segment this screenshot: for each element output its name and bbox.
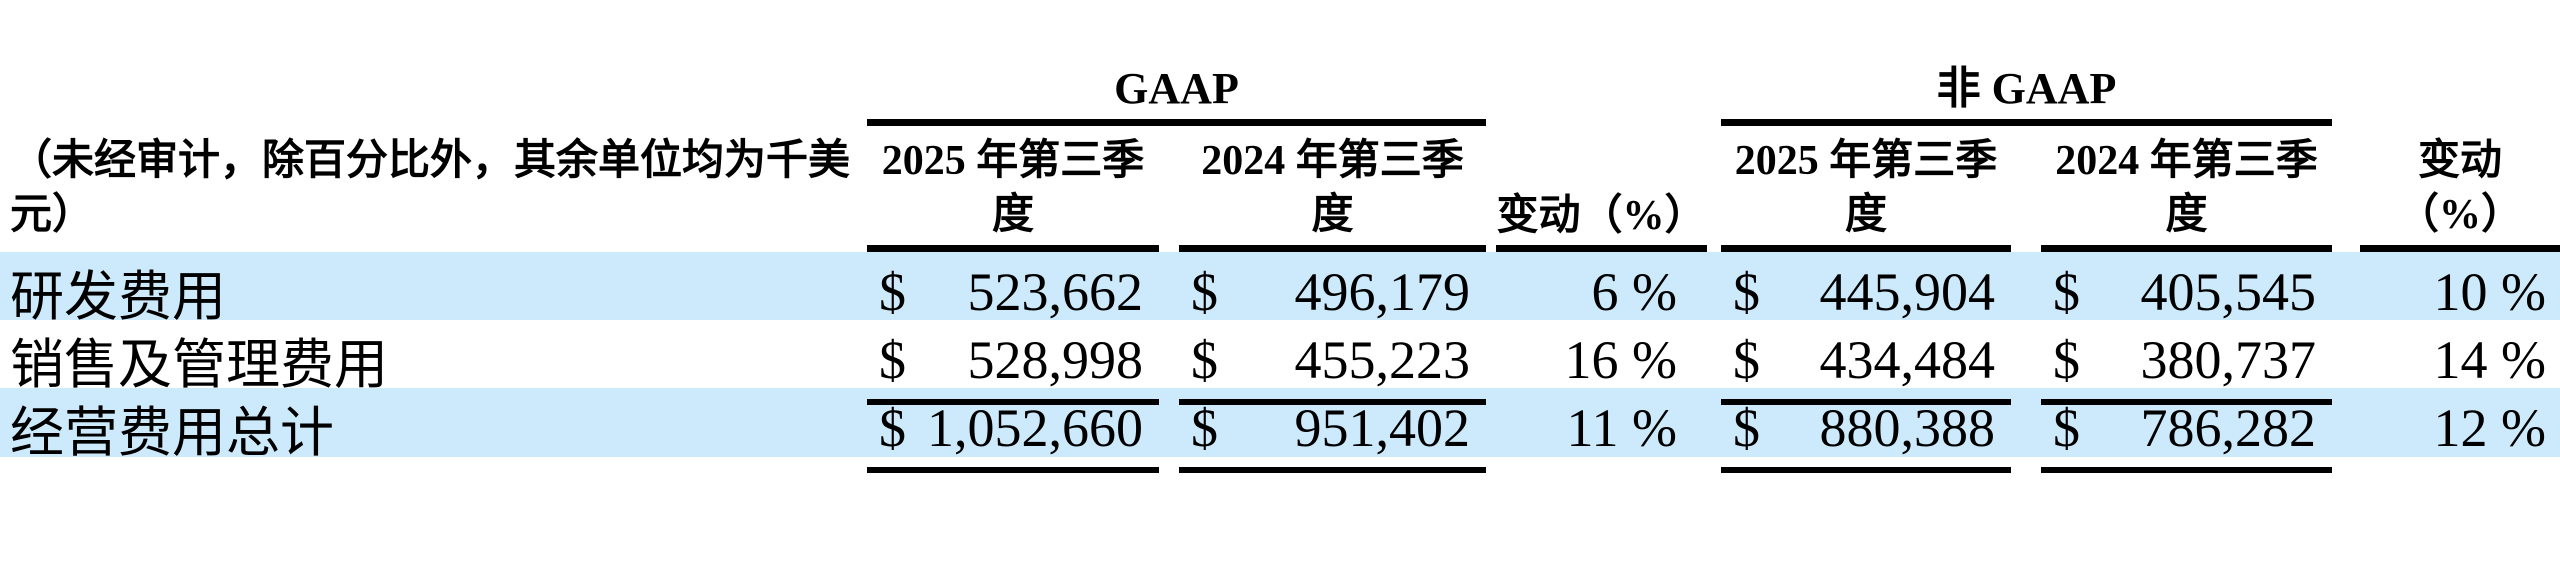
cell-nongaap-2024q3: $ 380,737	[2041, 320, 2332, 405]
cell-nongaap-change: 14 %	[2360, 320, 2560, 405]
unaudited-unit-note: （未经审计，除百分比外，其余单位均为千美 元）	[0, 126, 867, 252]
percent-value: 11 %	[1566, 397, 1677, 458]
percent-value: 12 %	[2433, 397, 2546, 458]
amount-value: 434,484	[1819, 329, 1996, 390]
dollar-sign: $	[2053, 329, 2080, 390]
amount-value: 455,223	[1294, 329, 1471, 390]
cell-gaap-2025q3: $ 528,998	[867, 320, 1159, 405]
cell-gaap-2024q3: $ 951,402	[1179, 388, 1486, 473]
unaudited-unit-note-line2: 元）	[10, 192, 95, 238]
dollar-sign: $	[1191, 261, 1218, 322]
cell-nongaap-2024q3: $ 405,545	[2041, 252, 2332, 337]
percent-value: 16 %	[1564, 329, 1677, 390]
cell-gaap-change: 11 %	[1496, 388, 1707, 473]
dollar-sign: $	[1191, 329, 1218, 390]
amount-value: 405,545	[2140, 261, 2317, 322]
amount-value: 523,662	[967, 261, 1144, 322]
amount-value: 445,904	[1819, 261, 1996, 322]
amount-value: 380,737	[2140, 329, 2317, 390]
cell-gaap-2024q3: $ 455,223	[1179, 320, 1486, 405]
col-header-nongaap-2024q3: 2024 年第三季 度	[2041, 126, 2332, 252]
dollar-sign: $	[2053, 261, 2080, 322]
bottom-whitespace	[0, 457, 2560, 575]
percent-value: 6 %	[1591, 261, 1677, 322]
dollar-sign: $	[1733, 329, 1760, 390]
amount-value: 528,998	[967, 329, 1144, 390]
col-header-gaap-change: 变动（%）	[1496, 126, 1707, 252]
column-header-row: （未经审计，除百分比外，其余单位均为千美 元） 2025 年第三季 度 2024…	[0, 126, 2560, 252]
cell-gaap-2024q3: $ 496,179	[1179, 252, 1486, 337]
percent-value: 14 %	[2433, 329, 2546, 390]
dollar-sign: $	[1733, 261, 1760, 322]
cell-nongaap-2025q3: $ 434,484	[1721, 320, 2011, 405]
group-header-row: GAAP 非 GAAP	[0, 0, 2560, 126]
gaap-group-label: GAAP	[1114, 64, 1239, 113]
amount-value: 786,282	[2140, 397, 2317, 458]
cell-nongaap-change: 10 %	[2360, 252, 2560, 337]
col-header-gaap-2025q3: 2025 年第三季 度	[867, 126, 1159, 252]
cell-gaap-2025q3: $ 523,662	[867, 252, 1159, 337]
amount-value: 496,179	[1294, 261, 1471, 322]
dollar-sign: $	[879, 329, 906, 390]
non-gaap-group-label: 非 GAAP	[1936, 64, 2117, 113]
dollar-sign: $	[2053, 397, 2080, 458]
unaudited-unit-note-line1: （未经审计，除百分比外，其余单位均为千美	[10, 138, 851, 184]
row-label: 研发费用	[10, 267, 226, 327]
table-row-total-operating-expenses: 经营费用总计 $ 1,052,660 $ 951,402 11 % $ 880,…	[0, 388, 2560, 473]
dollar-sign: $	[1191, 397, 1218, 458]
cell-nongaap-2025q3: $ 880,388	[1721, 388, 2011, 473]
cell-gaap-change: 6 %	[1496, 252, 1707, 337]
row-label: 经营费用总计	[10, 403, 334, 463]
cell-gaap-change: 16 %	[1496, 320, 1707, 405]
table-row-rd-expenses: 研发费用 $ 523,662 $ 496,179 6 % $ 445,904 $…	[0, 252, 2560, 327]
gaap-group-header: GAAP	[867, 0, 1486, 126]
table-row-sga-expenses: 销售及管理费用 $ 528,998 $ 455,223 16 % $ 434,4…	[0, 320, 2560, 405]
cell-nongaap-2025q3: $ 445,904	[1721, 252, 2011, 337]
cell-gaap-2025q3: $ 1,052,660	[867, 388, 1159, 473]
cell-nongaap-2024q3: $ 786,282	[2041, 388, 2332, 473]
col-header-gaap-2024q3: 2024 年第三季 度	[1179, 126, 1486, 252]
amount-value: 1,052,660	[927, 397, 1143, 458]
amount-value: 880,388	[1819, 397, 1996, 458]
dollar-sign: $	[879, 397, 906, 458]
non-gaap-group-header: 非 GAAP	[1721, 0, 2332, 126]
col-header-nongaap-change: 变动 （%）	[2360, 126, 2560, 252]
amount-value: 951,402	[1294, 397, 1471, 458]
dollar-sign: $	[1733, 397, 1760, 458]
percent-value: 10 %	[2433, 261, 2546, 322]
col-header-nongaap-2025q3: 2025 年第三季 度	[1721, 126, 2011, 252]
dollar-sign: $	[879, 261, 906, 322]
row-label: 销售及管理费用	[10, 335, 388, 395]
cell-nongaap-change: 12 %	[2360, 388, 2560, 473]
